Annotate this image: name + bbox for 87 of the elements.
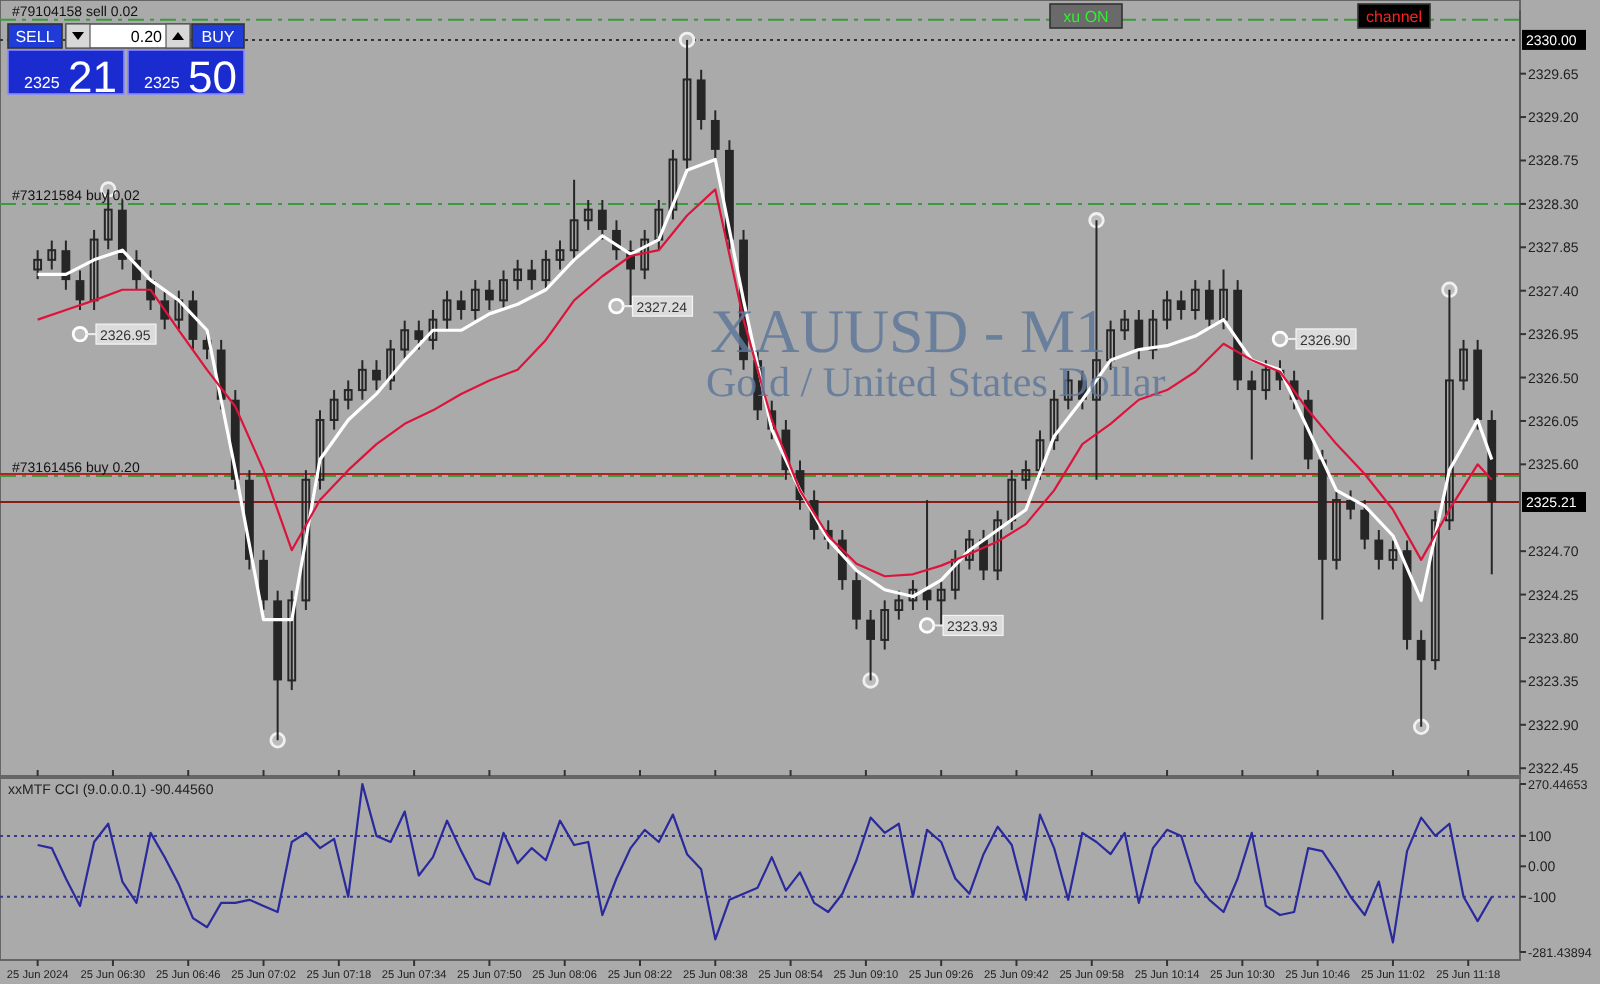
candlestick: [428, 309, 438, 351]
candlestick: [287, 589, 297, 692]
candlestick: [1219, 268, 1228, 331]
point: [71, 325, 89, 343]
candlestick: [343, 379, 353, 411]
candlestick: [1374, 528, 1384, 571]
candlestick: [456, 289, 466, 321]
candlestick: [414, 319, 424, 351]
point: [862, 672, 879, 689]
candlestick: [1360, 499, 1370, 551]
candlestick: [965, 528, 974, 571]
candlestick: [894, 589, 904, 621]
candlestick: [583, 199, 593, 231]
candlestick: [668, 148, 678, 221]
candlestick: [1430, 509, 1440, 671]
candlestick: [541, 249, 551, 291]
candlestick: [1247, 369, 1257, 461]
candlestick: [597, 199, 607, 241]
candlestick: [527, 258, 537, 291]
candlestick: [866, 609, 875, 682]
candlestick: [654, 199, 664, 251]
annotation: channel: [1365, 8, 1423, 26]
candlestick: [710, 109, 720, 161]
candlestick: [259, 549, 268, 612]
candlestick: [1134, 309, 1144, 361]
candlestick: [329, 389, 339, 431]
candlestick: [555, 239, 565, 271]
candlestick: [47, 239, 57, 271]
candlestick: [1120, 309, 1130, 341]
annotation: 2325: [144, 74, 181, 92]
candlestick: [470, 279, 480, 321]
candlestick: [1148, 309, 1158, 361]
candlestick: [485, 279, 494, 312]
candlestick: [1416, 629, 1426, 728]
candlestick: [61, 239, 71, 291]
candlestick: [89, 228, 99, 312]
candlestick: [33, 249, 43, 281]
candlestick: [880, 599, 890, 651]
candlestick: [1346, 489, 1355, 521]
point: [608, 297, 625, 315]
lot-size-field: 0.20: [65, 23, 191, 49]
point: [678, 31, 696, 49]
candlestick: [1176, 289, 1186, 321]
candlestick: [852, 569, 861, 631]
candlestick: [400, 319, 410, 361]
annotation: 0.20: [130, 28, 164, 46]
annotation: SELL: [15, 28, 56, 46]
annotation: 21: [68, 52, 117, 102]
point: [269, 732, 286, 749]
candlestick: [1261, 359, 1271, 401]
candlestick: [569, 178, 579, 261]
candlestick: [315, 409, 325, 491]
candlestick: [696, 68, 706, 131]
candlestick: [442, 289, 452, 331]
candlestick: [357, 359, 367, 401]
candlestick: [301, 469, 311, 612]
candlestick: [1459, 338, 1468, 392]
candlestick: [1049, 389, 1059, 451]
candlestick: [1035, 429, 1045, 481]
candlestick: [1445, 288, 1454, 531]
point: [918, 617, 936, 634]
annotation: 2325: [24, 74, 61, 92]
candlestick: [1162, 289, 1172, 331]
candlestick: [372, 359, 381, 392]
candlestick: [640, 228, 650, 281]
candlestick: [386, 338, 395, 392]
point: [1441, 281, 1458, 298]
candlestick: [499, 269, 508, 312]
point: [1412, 718, 1430, 735]
candlestick: [1190, 279, 1200, 321]
annotation: 50: [188, 52, 237, 102]
candlestick: [1205, 279, 1214, 331]
candlestick: [75, 269, 85, 312]
candlestick: [936, 579, 946, 627]
candlestick: [908, 579, 918, 612]
candlestick: [1332, 489, 1341, 571]
candlestick: [1388, 539, 1398, 571]
candlestick: [682, 38, 692, 171]
candlestick: [513, 258, 523, 291]
annotation: xu ON: [1063, 8, 1110, 26]
annotation: BUY: [201, 28, 236, 46]
candlestick: [1021, 459, 1031, 491]
candlestick: [993, 509, 1003, 582]
candlestick: [950, 549, 960, 601]
candlestick: [174, 289, 184, 331]
point: [1271, 330, 1289, 348]
candlestick: [1007, 469, 1017, 531]
